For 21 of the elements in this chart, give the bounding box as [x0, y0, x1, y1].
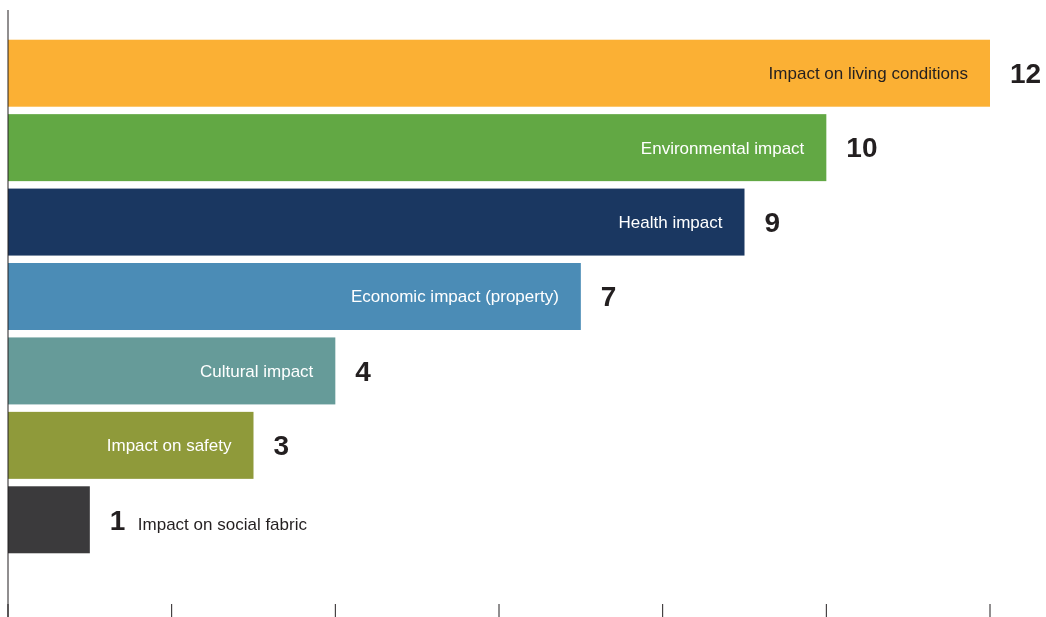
data-label: 4 — [355, 355, 372, 387]
bar — [8, 39, 990, 107]
bar — [8, 188, 745, 256]
data-label: 12 — [1010, 58, 1042, 90]
data-label: 1 — [109, 504, 126, 536]
bar — [8, 337, 336, 405]
y-tick-label: Environmental impact — [640, 138, 805, 158]
bar — [8, 263, 581, 330]
bar — [8, 411, 254, 479]
data-label: 3 — [273, 430, 290, 462]
data-label: 7 — [600, 281, 617, 313]
y-tick-label: Cultural impact — [199, 361, 314, 381]
y-tick-label: Health impact — [618, 213, 723, 233]
y-tick-label: Impact on social fabric — [137, 514, 308, 534]
bar — [8, 486, 90, 554]
y-tick-label: Economic impact (property) — [350, 287, 559, 307]
data-label: 9 — [764, 206, 781, 238]
bar — [8, 114, 827, 182]
y-tick-label: Impact on living conditions — [768, 64, 968, 84]
y-tick-label: Impact on safety — [106, 436, 232, 456]
data-label: 10 — [846, 132, 878, 164]
